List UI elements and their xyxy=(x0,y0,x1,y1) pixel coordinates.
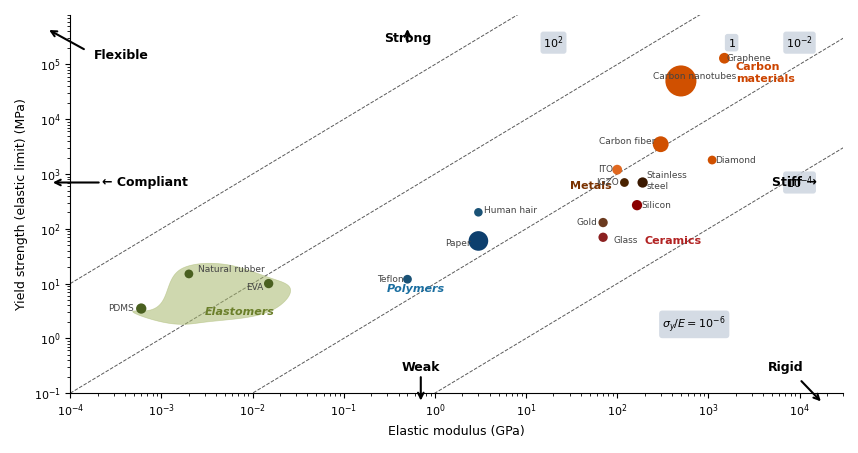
Text: Elastomers: Elastomers xyxy=(205,307,275,317)
Text: Rigid: Rigid xyxy=(768,361,803,374)
Text: Weak: Weak xyxy=(402,361,440,374)
Point xyxy=(182,270,196,278)
Text: Glass: Glass xyxy=(613,236,637,246)
Text: Stiff →: Stiff → xyxy=(772,176,817,189)
Text: Carbon
materials: Carbon materials xyxy=(736,62,795,84)
Text: Graphene: Graphene xyxy=(727,54,771,63)
Text: Diamond: Diamond xyxy=(716,155,756,164)
Text: Polymers: Polymers xyxy=(387,284,445,294)
Text: $10^{2}$: $10^{2}$ xyxy=(543,34,564,51)
Text: EVA: EVA xyxy=(245,283,263,292)
Text: PDMS: PDMS xyxy=(108,304,134,313)
Point xyxy=(472,209,486,216)
Text: Human hair: Human hair xyxy=(485,206,537,215)
Text: Gold: Gold xyxy=(576,218,597,227)
Text: Strong: Strong xyxy=(384,32,431,45)
Text: $10^{-2}$: $10^{-2}$ xyxy=(786,34,813,51)
Point xyxy=(654,140,668,148)
Text: ← Compliant: ← Compliant xyxy=(101,176,187,189)
Point xyxy=(705,156,719,164)
Point xyxy=(636,179,650,186)
X-axis label: Elastic modulus (GPa): Elastic modulus (GPa) xyxy=(389,425,525,438)
Text: Stainless
steel: Stainless steel xyxy=(647,171,687,191)
Text: Paper: Paper xyxy=(445,239,471,247)
Text: Metals: Metals xyxy=(570,181,611,191)
Text: Ceramics: Ceramics xyxy=(644,236,702,246)
Text: Flexible: Flexible xyxy=(94,49,148,62)
Text: Carbon nanotubes: Carbon nanotubes xyxy=(654,72,737,81)
Point xyxy=(262,280,275,287)
Point xyxy=(596,219,610,226)
Text: $1$: $1$ xyxy=(728,37,735,48)
Text: Teflon: Teflon xyxy=(377,275,403,284)
Polygon shape xyxy=(133,263,291,324)
Text: Carbon fiber: Carbon fiber xyxy=(599,136,655,145)
Point xyxy=(401,275,414,283)
Point xyxy=(674,77,688,85)
Point xyxy=(618,179,631,186)
Text: $\sigma_y/E = 10^{-6}$: $\sigma_y/E = 10^{-6}$ xyxy=(662,314,726,335)
Text: ITO: ITO xyxy=(598,165,613,174)
Text: Silicon: Silicon xyxy=(642,201,672,210)
Point xyxy=(596,234,610,241)
Point xyxy=(135,305,148,312)
Point xyxy=(610,166,624,173)
Text: $10^{-4}$: $10^{-4}$ xyxy=(786,174,813,191)
Point xyxy=(630,202,644,209)
Point xyxy=(472,237,486,245)
Point xyxy=(717,55,731,62)
Text: IGZO: IGZO xyxy=(596,178,619,187)
Text: Natural rubber: Natural rubber xyxy=(197,265,264,274)
Y-axis label: Yield strength (elastic limit) (MPa): Yield strength (elastic limit) (MPa) xyxy=(15,98,28,310)
